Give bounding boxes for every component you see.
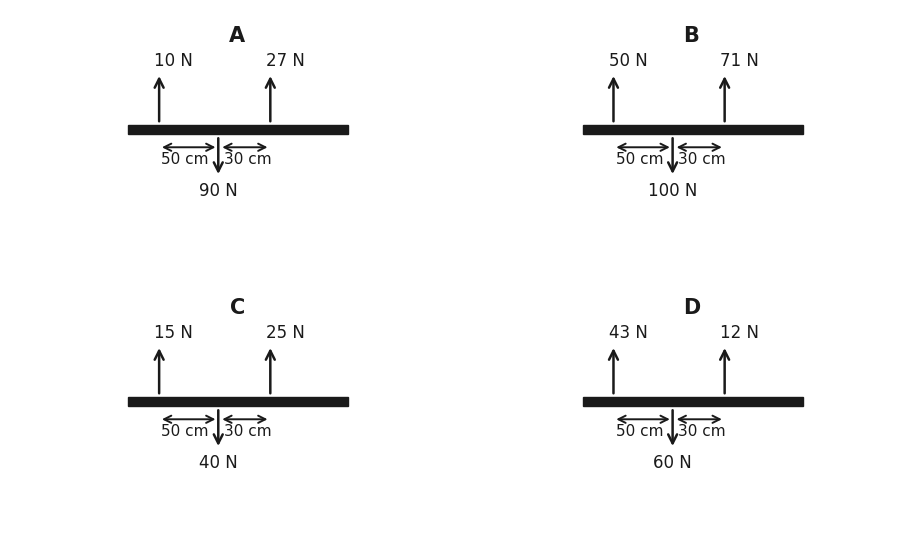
Text: 30 cm: 30 cm [678,151,726,167]
Text: 30 cm: 30 cm [678,424,726,439]
Text: 50 cm: 50 cm [615,424,663,439]
FancyBboxPatch shape [583,397,803,406]
Text: 50 cm: 50 cm [615,151,663,167]
Text: 60 N: 60 N [653,453,692,472]
Text: 50 cm: 50 cm [162,151,209,167]
Text: 12 N: 12 N [720,324,759,342]
Text: 30 cm: 30 cm [224,424,272,439]
Text: B: B [684,25,699,45]
Text: 100 N: 100 N [648,182,698,200]
FancyBboxPatch shape [128,397,348,406]
Text: 25 N: 25 N [265,324,304,342]
Text: 43 N: 43 N [609,324,648,342]
Text: 50 cm: 50 cm [162,424,209,439]
Text: 27 N: 27 N [265,52,304,70]
Text: C: C [229,298,245,318]
Text: D: D [683,298,700,318]
FancyBboxPatch shape [583,126,803,134]
FancyBboxPatch shape [128,126,348,134]
Text: 71 N: 71 N [720,52,759,70]
Text: 10 N: 10 N [154,52,193,70]
Text: 40 N: 40 N [199,453,237,472]
Text: 50 N: 50 N [609,52,648,70]
Text: 15 N: 15 N [154,324,193,342]
Text: 90 N: 90 N [199,182,237,200]
Text: 30 cm: 30 cm [224,151,272,167]
Text: A: A [229,25,245,45]
